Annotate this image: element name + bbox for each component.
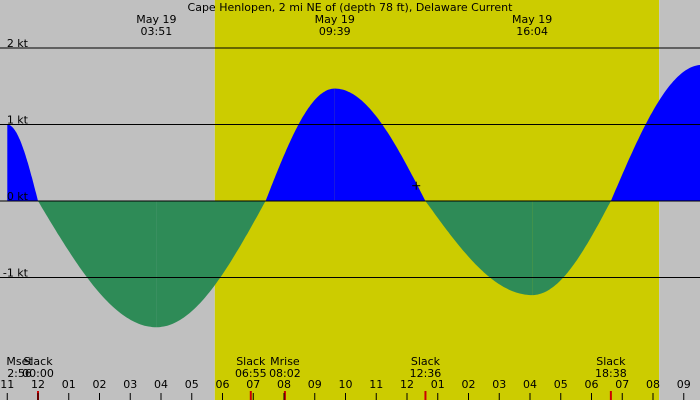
ebb-area: [425, 201, 533, 296]
hour-tick-label: 03: [123, 378, 137, 391]
bottom-event-time: 2:56: [7, 367, 32, 380]
hour-tick-label: 11: [0, 378, 14, 391]
hour-tick-label: 06: [585, 378, 599, 391]
event-time-label: 09:39: [319, 25, 351, 38]
bottom-event-label: Slack: [236, 355, 266, 368]
event-time-label: 03:51: [141, 25, 173, 38]
y-tick-label: -1 kt: [3, 267, 29, 280]
hour-tick-label: 03: [492, 378, 506, 391]
bottom-event-label: Mset: [6, 355, 33, 368]
hour-tick-label: 06: [216, 378, 230, 391]
ebb-area: [532, 201, 611, 296]
hour-tick-label: 04: [154, 378, 168, 391]
ebb-area: [156, 201, 266, 328]
y-tick-label: 2 kt: [7, 37, 29, 50]
flood-area: [334, 88, 426, 201]
hour-tick-label: 12: [31, 378, 45, 391]
event-date-label: May 19: [136, 13, 176, 26]
hour-tick-label: 01: [431, 378, 445, 391]
bottom-event-time: 08:02: [269, 367, 301, 380]
hour-tick-label: 04: [523, 378, 537, 391]
hour-tick-label: 09: [677, 378, 691, 391]
bottom-event-time: 18:38: [595, 367, 627, 380]
event-date-label: May 19: [315, 13, 355, 26]
hour-tick-label: 02: [93, 378, 107, 391]
hour-tick-label: 07: [246, 378, 260, 391]
event-date-label: May 19: [512, 13, 552, 26]
chart-title: Cape Henlopen, 2 mi NE of (depth 78 ft),…: [188, 1, 514, 14]
flood-area: [7, 124, 39, 201]
flood-area: [610, 64, 700, 201]
hour-tick-label: 12: [400, 378, 414, 391]
hour-tick-label: 05: [185, 378, 199, 391]
bottom-event-label: Slack: [23, 355, 53, 368]
event-time-label: 16:04: [516, 25, 548, 38]
hour-tick-label: 07: [615, 378, 629, 391]
bottom-event-time: 12:36: [410, 367, 442, 380]
y-tick-label: 0 kt: [7, 190, 29, 203]
bottom-event-label: Mrise: [270, 355, 300, 368]
hour-tick-label: 09: [308, 378, 322, 391]
hour-tick-label: 01: [62, 378, 76, 391]
bottom-event-label: Slack: [411, 355, 441, 368]
hour-tick-label: 05: [554, 378, 568, 391]
hour-tick-label: 08: [646, 378, 660, 391]
hour-tick-label: 10: [339, 378, 353, 391]
hour-tick-label: 11: [369, 378, 383, 391]
ebb-area: [38, 201, 157, 328]
hour-tick-label: 08: [277, 378, 291, 391]
bottom-event-time: 06:55: [235, 367, 267, 380]
y-tick-label: 1 kt: [7, 114, 29, 127]
flood-area: [265, 88, 335, 201]
bottom-event-time: 00:00: [22, 367, 54, 380]
bottom-event-label: Slack: [596, 355, 626, 368]
hour-tick-label: 02: [462, 378, 476, 391]
